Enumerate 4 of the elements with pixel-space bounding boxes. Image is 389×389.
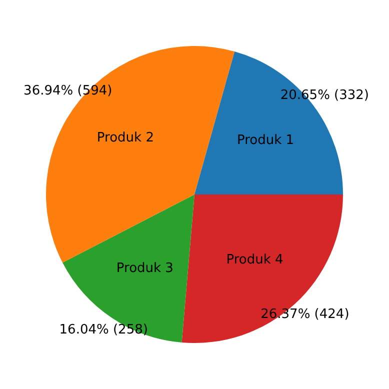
slice-label: Produk 4 [226,252,284,268]
slice-label: Produk 2 [96,130,154,146]
slice-label: Produk 3 [116,260,174,276]
slice-label: Produk 1 [236,133,294,148]
